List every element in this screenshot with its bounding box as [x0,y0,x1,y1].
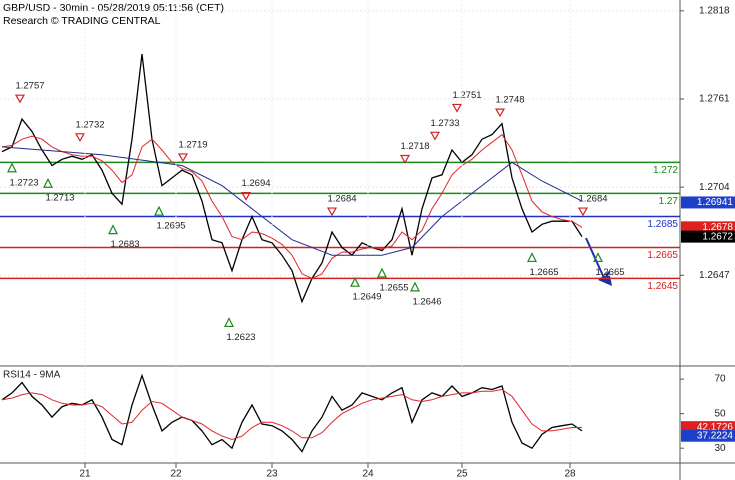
swing-low-label: 1.2695 [156,221,185,232]
swing-high-label: 1.2757 [15,81,44,92]
swing-high-label: 1.2733 [430,118,459,129]
price-box-label: 1.2672 [702,231,733,242]
swing-high-marker [451,103,463,113]
y-tick-label: 1.2761 [699,94,730,105]
x-tick-label: 24 [362,469,374,480]
price-box-bg [681,196,735,209]
price-box-bg [681,429,735,442]
swing-high-marker [326,207,338,217]
swing-high-marker [177,153,189,163]
swing-low-marker [377,267,387,278]
price-box-label: 42.1726 [697,422,734,433]
price-line [1,373,583,453]
x-tick-label: 23 [266,469,278,480]
swing-low-label: 1.2713 [45,193,74,204]
swing-high-label: 1.2684 [327,194,356,205]
swing-high-marker [577,207,589,217]
price-box: 1.2678 [681,221,735,234]
moving-average [1,388,582,441]
y-tick-label: 50 [714,408,726,419]
swing-low-label: 1.2623 [226,332,255,343]
swing-high-marker [429,131,441,141]
y-tick-label: 1.2647 [699,270,730,281]
x-tick-label: 28 [564,469,576,480]
swing-low-marker [410,281,420,292]
price-box: 1.26941 [681,196,735,209]
price-box-bg [681,221,735,234]
level-label: 1.2685 [647,219,678,230]
swing-high-marker [399,154,411,164]
swing-low-marker [527,252,537,263]
swing-high-label: 1.2719 [178,139,207,150]
level-label: 1.2665 [647,250,678,261]
moving-average [1,146,583,256]
swing-low-marker [108,224,118,235]
swing-low-label: 1.2665 [595,267,624,278]
swing-low-marker [43,177,53,188]
swing-high-marker [494,108,506,118]
level-label: 1.2645 [647,281,678,292]
price-box: 1.2672 [681,230,735,243]
chart-subtitle: Research © TRADING CENTRAL [3,15,161,27]
x-tick-label: 21 [79,469,91,480]
price-box-bg [681,230,735,243]
swing-low-marker [593,252,603,263]
moving-average [1,133,583,279]
swing-low-marker [154,205,164,216]
swing-low-label: 1.2723 [9,177,38,188]
y-tick-label: 1.2704 [699,182,730,193]
swing-high-marker [74,133,86,143]
swing-high-label: 1.2694 [241,178,270,189]
price-box-label: 37.2224 [697,430,734,441]
price-box-label: 1.26941 [697,197,734,208]
swing-high-marker [240,192,252,201]
y-tick-label: 70 [714,374,726,385]
rsi-title: RSI14 - 9MA [3,370,61,381]
price-box: 37.2224 [681,429,735,442]
swing-low-marker [7,162,17,173]
y-tick-label: 30 [714,443,726,454]
price-box-label: 1.2678 [702,222,733,233]
swing-low-label: 1.2649 [352,292,381,303]
swing-low-marker [224,317,234,328]
swing-low-label: 1.2655 [379,282,408,293]
swing-high-label: 1.2684 [578,194,607,205]
level-label: 1.27 [659,196,679,207]
swing-low-label: 1.2646 [412,296,441,307]
swing-low-marker [350,276,360,287]
swing-low-label: 1.2683 [110,239,139,250]
price-line [1,54,583,304]
chart-title: GBP/USD - 30min - 05/28/2019 05:11:56 (C… [3,2,224,14]
swing-high-label: 1.2748 [495,95,524,106]
swing-high-marker [14,94,26,104]
level-label: 1.272 [653,165,678,176]
y-tick-label: 1.2818 [699,5,730,16]
x-tick-label: 25 [456,469,468,480]
x-tick-label: 22 [170,469,182,480]
swing-high-label: 1.2751 [452,90,481,101]
swing-high-label: 1.2732 [75,119,104,130]
swing-high-label: 1.2718 [400,141,429,152]
swing-low-label: 1.2665 [529,267,558,278]
